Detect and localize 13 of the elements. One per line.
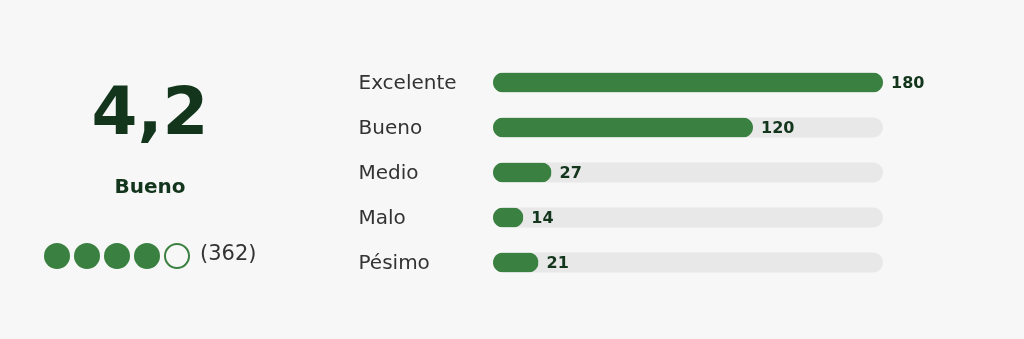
data-label: 21 (546, 252, 569, 272)
y-tick-label: Excelente (358, 69, 457, 94)
y-tick-label: Malo (358, 204, 406, 229)
y-tick-label: Pésimo (358, 249, 430, 274)
text: 4,2 (90, 72, 210, 152)
y-tick-label: Bueno (358, 114, 423, 139)
text: Bueno (113, 174, 187, 198)
data-label: 180 (891, 72, 925, 92)
data-label: 27 (559, 162, 582, 182)
data-label: 120 (761, 117, 795, 137)
text: (362) (200, 241, 257, 265)
y-tick-label: Medio (358, 159, 419, 184)
data-label: 14 (531, 207, 554, 227)
